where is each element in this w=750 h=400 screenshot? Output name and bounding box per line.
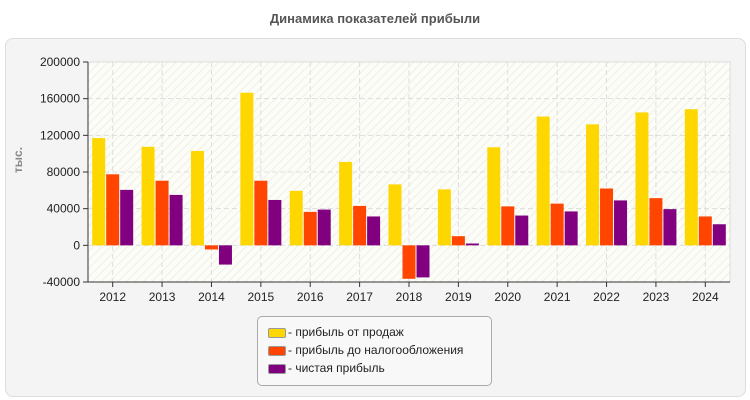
bar-2018-series-1 — [402, 245, 416, 279]
bar-2019-series-2 — [465, 243, 479, 246]
legend-item-net-profit[interactable]: - чистая прибыль — [268, 361, 385, 375]
x-tick-label: 2012 — [99, 290, 126, 304]
bar-2023-series-1 — [649, 198, 663, 246]
x-tick-label: 2018 — [396, 290, 423, 304]
x-tick-label: 2020 — [494, 290, 521, 304]
bar-2015-series-0 — [240, 92, 254, 246]
bar-2017-series-2 — [367, 216, 381, 246]
legend-swatch — [268, 363, 286, 374]
bar-2023-series-0 — [635, 112, 649, 246]
y-tick-label: 80000 — [47, 165, 81, 179]
bar-2017-series-1 — [353, 205, 367, 246]
chart-title: Динамика показателей прибыли — [269, 11, 481, 26]
legend-swatch — [268, 327, 286, 338]
y-axis-label: тыс. — [11, 147, 25, 173]
bar-2013-series-0 — [141, 146, 155, 246]
bar-2016-series-1 — [303, 211, 317, 246]
y-tick-label: 0 — [73, 238, 80, 252]
legend-label: - чистая прибыль — [288, 361, 385, 375]
bar-2015-series-2 — [268, 199, 282, 246]
y-tick-label: 160000 — [40, 92, 80, 106]
bar-2018-series-0 — [388, 184, 402, 246]
bar-2016-series-2 — [317, 209, 331, 246]
x-tick-label: 2024 — [692, 290, 719, 304]
bar-2013-series-1 — [155, 180, 169, 246]
legend-item-pretax-profit[interactable]: - прибыль до налогообложения — [268, 343, 463, 357]
bar-2022-series-0 — [586, 124, 600, 246]
bar-2014-series-0 — [190, 150, 204, 246]
bar-2020-series-1 — [501, 206, 515, 246]
bar-2020-series-2 — [515, 215, 529, 246]
bar-2017-series-0 — [339, 161, 353, 246]
x-tick-label: 2021 — [544, 290, 571, 304]
bar-2021-series-2 — [564, 211, 578, 246]
bar-2024-series-0 — [684, 109, 698, 246]
x-tick-label: 2023 — [643, 290, 670, 304]
bar-2018-series-2 — [416, 245, 430, 278]
legend: - прибыль от продаж - прибыль до налогоо… — [257, 316, 492, 386]
x-tick-label: 2016 — [297, 290, 324, 304]
legend-label: - прибыль от продаж — [288, 325, 404, 339]
y-tick-label: -40000 — [43, 275, 81, 289]
bar-2021-series-1 — [550, 203, 564, 246]
bar-2021-series-0 — [536, 116, 550, 246]
legend-swatch — [268, 345, 286, 356]
bar-2016-series-0 — [289, 190, 303, 246]
bar-2019-series-1 — [451, 236, 465, 246]
x-tick-label: 2014 — [198, 290, 225, 304]
bar-2012-series-2 — [120, 189, 134, 246]
bar-2023-series-2 — [663, 209, 677, 246]
bar-2015-series-1 — [254, 180, 268, 246]
y-tick-label: 40000 — [47, 202, 81, 216]
bar-2022-series-1 — [600, 188, 614, 246]
x-tick-label: 2022 — [593, 290, 620, 304]
x-tick-label: 2015 — [247, 290, 274, 304]
bar-2014-series-1 — [204, 245, 218, 250]
bar-2024-series-1 — [698, 216, 712, 246]
bar-2020-series-0 — [487, 147, 501, 246]
y-tick-label: 120000 — [40, 128, 80, 142]
bar-2013-series-2 — [169, 194, 183, 246]
legend-item-sales-profit[interactable]: - прибыль от продаж — [268, 325, 404, 339]
y-tick-label: 200000 — [40, 55, 80, 69]
x-tick-label: 2019 — [445, 290, 472, 304]
bar-2014-series-2 — [218, 245, 232, 265]
bar-2022-series-2 — [614, 200, 628, 246]
bar-2012-series-1 — [106, 174, 120, 246]
x-tick-label: 2017 — [346, 290, 373, 304]
bar-2019-series-0 — [437, 189, 451, 246]
bar-2012-series-0 — [92, 138, 106, 246]
legend-label: - прибыль до налогообложения — [288, 343, 464, 357]
bar-2024-series-2 — [712, 224, 726, 246]
x-tick-label: 2013 — [149, 290, 176, 304]
